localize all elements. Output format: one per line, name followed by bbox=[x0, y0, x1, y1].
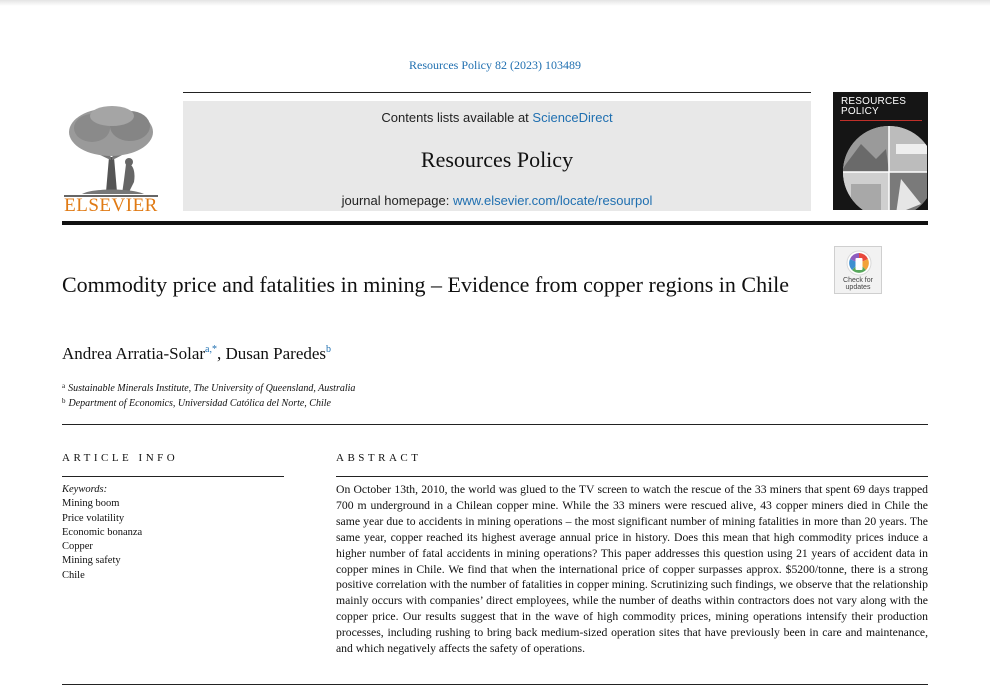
journal-banner: Contents lists available at ScienceDirec… bbox=[183, 101, 811, 211]
check-for-updates-badge[interactable]: Check for updates bbox=[834, 246, 882, 294]
keyword-item: Price volatility bbox=[62, 512, 125, 524]
keyword-item: Copper bbox=[62, 541, 93, 553]
journal-name: Resources Policy bbox=[420, 147, 574, 172]
cover-accent-line bbox=[840, 120, 922, 121]
sciencedirect-link[interactable]: ScienceDirect bbox=[532, 110, 613, 125]
contents-prefix: Contents lists available at bbox=[381, 110, 533, 125]
author-name[interactable]: Andrea Arratia-Solar bbox=[62, 344, 206, 363]
homepage-prefix: journal homepage: bbox=[341, 193, 453, 208]
check-updates-icon bbox=[846, 250, 872, 276]
article-title: Commodity price and fatalities in mining… bbox=[62, 272, 790, 297]
keywords-block: Keywords: Mining boom Price volatility E… bbox=[62, 483, 282, 583]
cover-title: RESOURCES POLICY bbox=[841, 96, 907, 117]
header-top-rule bbox=[183, 92, 811, 93]
journal-homepage: journal homepage: www.elsevier.com/locat… bbox=[183, 193, 811, 208]
header-bottom-rule bbox=[62, 221, 928, 225]
abstract-bottom-rule bbox=[62, 684, 928, 685]
abstract-rule bbox=[336, 476, 928, 477]
contents-availability: Contents lists available at ScienceDirec… bbox=[183, 110, 811, 125]
article-info-rule bbox=[62, 476, 284, 477]
affiliation-item: b Department of Economics, Universidad Ca… bbox=[62, 397, 762, 409]
abstract-text: On October 13th, 2010, the world was glu… bbox=[336, 483, 928, 656]
elsevier-tree-logo-icon[interactable] bbox=[62, 102, 160, 214]
author-list: Andrea Arratia-Solara,*, Dusan Paredesb bbox=[62, 344, 822, 364]
journal-citation[interactable]: Resources Policy 82 (2023) 103489 bbox=[409, 58, 581, 72]
keyword-item: Economic bonanza bbox=[62, 526, 143, 538]
author-affiliation-marks[interactable]: b bbox=[326, 344, 332, 355]
affiliation-mark: a bbox=[62, 382, 66, 390]
author-affiliation-marks[interactable]: a,* bbox=[205, 344, 217, 355]
affiliation-text: Sustainable Minerals Institute, The Univ… bbox=[68, 383, 356, 394]
elsevier-wordmark[interactable]: ELSEVIER bbox=[64, 195, 158, 216]
abstract-heading: ABSTRACT bbox=[336, 452, 422, 464]
affiliation-rule bbox=[62, 424, 928, 425]
journal-cover[interactable]: RESOURCES POLICY bbox=[833, 92, 928, 210]
keywords-label: Keywords: bbox=[62, 484, 108, 495]
article-info-heading: ARTICLE INFO bbox=[62, 452, 179, 464]
cover-photo-collage-icon bbox=[843, 126, 927, 210]
check-updates-label: Check for updates bbox=[843, 277, 873, 291]
keyword-item: Chile bbox=[62, 569, 85, 581]
keyword-item: Mining safety bbox=[62, 555, 121, 567]
affiliation-item: a Sustainable Minerals Institute, The Uni… bbox=[62, 382, 762, 394]
author-name[interactable]: Dusan Paredes bbox=[225, 344, 327, 363]
journal-header: ELSEVIER Contents lists available at Sci… bbox=[62, 92, 928, 220]
keyword-item: Mining boom bbox=[62, 498, 120, 510]
affiliation-mark: b bbox=[62, 397, 66, 405]
affiliation-text: Department of Economics, Universidad Cat… bbox=[68, 398, 331, 409]
top-shadow bbox=[0, 0, 990, 6]
homepage-link[interactable]: www.elsevier.com/locate/resourpol bbox=[452, 193, 653, 208]
author-separator: , bbox=[216, 344, 226, 363]
